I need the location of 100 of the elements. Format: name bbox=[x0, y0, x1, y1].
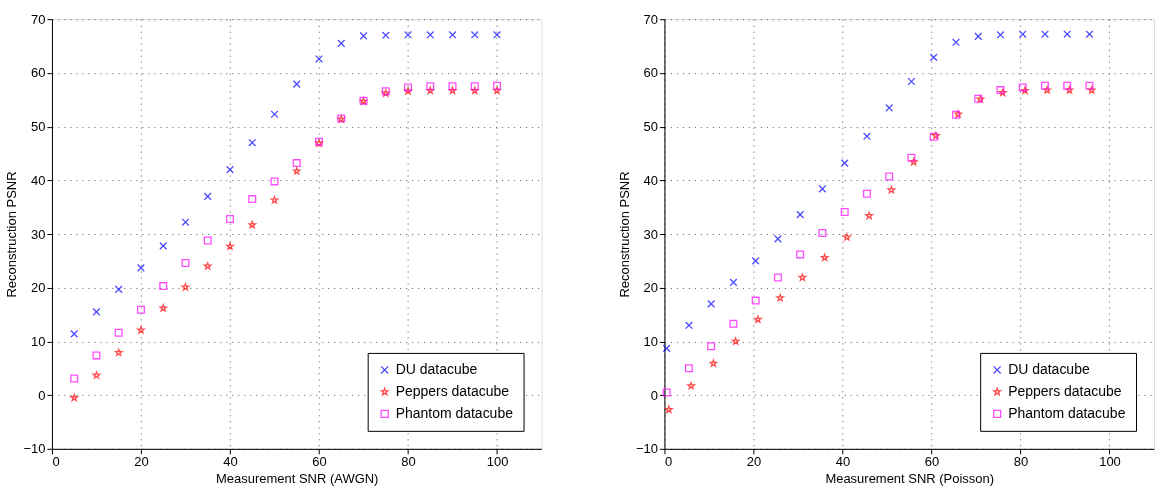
point bbox=[929, 132, 938, 141]
point bbox=[114, 285, 123, 294]
legend-label: Peppers datacube bbox=[395, 382, 510, 399]
legend-label: DU datacube bbox=[1008, 360, 1090, 377]
point bbox=[709, 359, 718, 367]
point bbox=[136, 263, 145, 272]
point bbox=[404, 87, 412, 95]
point bbox=[909, 158, 918, 166]
y-tick-label: 30 bbox=[643, 226, 658, 242]
point bbox=[92, 307, 101, 316]
point bbox=[448, 30, 457, 39]
x-tick-label: 80 bbox=[401, 454, 416, 470]
x-axis-title: Measurement SNR (Poisson) bbox=[825, 471, 995, 487]
point bbox=[292, 159, 301, 168]
point bbox=[754, 315, 762, 323]
y-tick-label: 70 bbox=[31, 11, 46, 27]
point bbox=[203, 262, 212, 270]
point bbox=[843, 233, 851, 241]
y-tick-label: 30 bbox=[31, 226, 46, 242]
legend-label: Phantom datacube bbox=[1008, 404, 1126, 421]
y-tick-label: 20 bbox=[643, 280, 658, 296]
point bbox=[181, 218, 190, 227]
point bbox=[448, 86, 457, 94]
point bbox=[404, 83, 413, 92]
point bbox=[1040, 30, 1049, 39]
x-tick-label: 60 bbox=[924, 454, 940, 470]
point bbox=[270, 196, 279, 204]
y-tick-label: 60 bbox=[643, 65, 658, 81]
point bbox=[818, 184, 827, 193]
point bbox=[470, 82, 479, 91]
point bbox=[951, 110, 960, 119]
point bbox=[203, 236, 212, 245]
legend-label: DU datacube bbox=[395, 360, 478, 377]
point bbox=[225, 165, 234, 174]
point bbox=[929, 53, 938, 62]
point bbox=[225, 214, 234, 223]
point bbox=[773, 234, 782, 243]
point bbox=[203, 192, 212, 201]
point bbox=[315, 54, 323, 63]
point bbox=[865, 211, 873, 220]
point bbox=[92, 351, 101, 360]
point bbox=[840, 207, 849, 216]
point bbox=[796, 210, 805, 219]
y-tick-label: 60 bbox=[31, 65, 46, 81]
point bbox=[226, 242, 234, 250]
point bbox=[684, 321, 693, 330]
point bbox=[448, 82, 457, 91]
point bbox=[751, 256, 760, 265]
y-tick-label: 0 bbox=[650, 387, 658, 403]
point bbox=[773, 273, 782, 282]
y-tick-label: 40 bbox=[31, 172, 46, 188]
x-tick-label: 0 bbox=[52, 454, 60, 470]
point bbox=[292, 167, 301, 175]
point bbox=[1018, 30, 1027, 39]
point bbox=[707, 342, 716, 351]
point bbox=[70, 329, 79, 338]
point bbox=[70, 393, 79, 402]
point bbox=[493, 86, 501, 94]
x-tick-label: 40 bbox=[223, 454, 238, 470]
point bbox=[684, 364, 693, 373]
x-tick-label: 20 bbox=[746, 454, 762, 470]
point bbox=[181, 283, 190, 291]
point bbox=[1085, 30, 1094, 39]
point bbox=[359, 31, 368, 40]
point bbox=[862, 189, 871, 198]
point bbox=[1063, 30, 1072, 39]
point bbox=[292, 80, 301, 89]
point bbox=[687, 381, 695, 390]
x-tick-label: 40 bbox=[835, 454, 851, 470]
y-tick-label: 10 bbox=[31, 333, 46, 349]
point bbox=[114, 348, 123, 357]
point bbox=[337, 39, 346, 48]
legend-label: Peppers datacube bbox=[1008, 382, 1122, 399]
y-tick-label: −10 bbox=[635, 441, 658, 457]
point bbox=[404, 30, 413, 39]
point bbox=[996, 30, 1005, 39]
point bbox=[1018, 83, 1027, 92]
point bbox=[248, 138, 257, 147]
y-axis-title: Reconstruction PSNR bbox=[4, 171, 20, 298]
point bbox=[776, 293, 784, 302]
point bbox=[951, 38, 960, 47]
point bbox=[907, 77, 916, 86]
legend-label: Phantom datacube bbox=[395, 404, 514, 421]
point bbox=[1043, 86, 1052, 94]
point bbox=[887, 185, 896, 194]
point bbox=[114, 328, 123, 337]
point bbox=[270, 110, 279, 119]
point bbox=[426, 86, 435, 94]
y-tick-label: 70 bbox=[643, 11, 658, 27]
point bbox=[707, 299, 716, 308]
point bbox=[493, 30, 502, 39]
point bbox=[820, 253, 829, 261]
point bbox=[248, 220, 257, 229]
point bbox=[729, 278, 738, 287]
point bbox=[159, 282, 168, 291]
y-tick-label: 50 bbox=[31, 119, 46, 135]
x-tick-label: 20 bbox=[134, 454, 149, 470]
point bbox=[796, 250, 805, 259]
point bbox=[381, 31, 390, 40]
y-tick-label: −10 bbox=[23, 441, 46, 457]
